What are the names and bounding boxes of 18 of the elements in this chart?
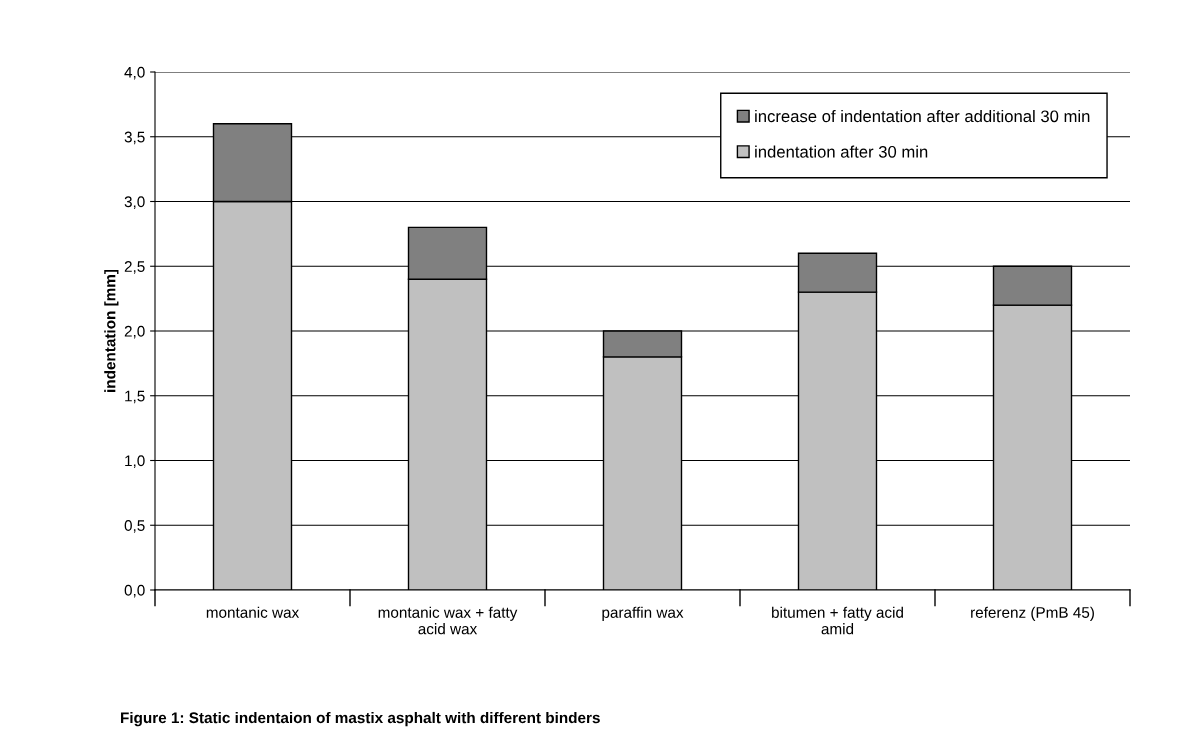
- y-tick-label: 1,5: [125, 390, 145, 404]
- y-axis-title: indentation [mm]: [104, 269, 119, 392]
- x-tick-label: montanic wax: [206, 606, 300, 618]
- caption: Figure 1: Static indentaion of mastix asphalt with different binders: [121, 711, 600, 727]
- x-tick-label: paraffin wax: [602, 606, 684, 621]
- y-tick-label: 4,0: [124, 66, 145, 80]
- y-tick-label: 0,0: [124, 584, 145, 598]
- x-tick-label: bitumen + fatty acid amid: [772, 606, 903, 635]
- y-tick-label: 3,5: [124, 131, 145, 145]
- legend-label: increase of indentation after additional 30 min: [755, 109, 1090, 123]
- y-tick-label: 0,5: [124, 520, 145, 533]
- y-tick-label: 1,0: [125, 455, 145, 468]
- y-tick-label: 2,5: [124, 261, 145, 274]
- y-tick-label: 2,0: [124, 325, 145, 339]
- x-tick-label: montanic wax + fatty acid wax: [378, 606, 518, 635]
- x-tick-label: referenz (PmB 45): [971, 606, 1094, 621]
- y-tick-label: 3,0: [124, 196, 145, 209]
- legend-label: indentation after 30 min: [755, 145, 928, 158]
